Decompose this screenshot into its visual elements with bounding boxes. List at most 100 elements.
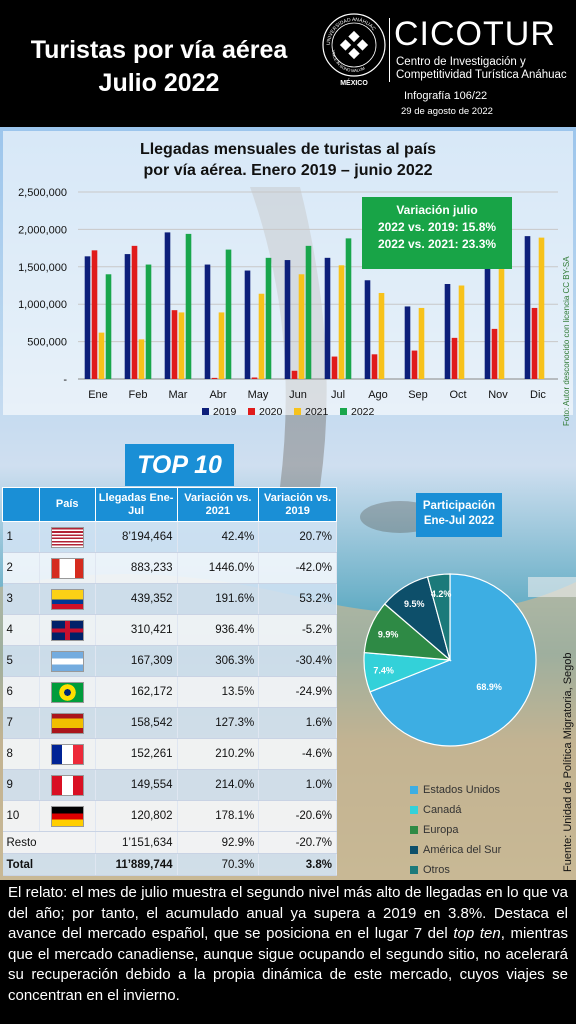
- pie-title: Participación Ene-Jul 2022: [416, 493, 502, 537]
- pie-title-line-2: Ene-Jul 2022: [423, 515, 495, 527]
- bar-2021-Feb: [138, 339, 145, 379]
- arrivals-cell: 310,421: [95, 614, 178, 646]
- flag-cell: [39, 769, 96, 801]
- bar-2020-Ago: [371, 354, 378, 379]
- var-2019-cell: 20.7%: [258, 521, 337, 553]
- bar-2021-Ago: [378, 292, 385, 379]
- table-row: 6 162,172 13.5% -24.9%: [2, 676, 337, 708]
- relato-paragraph: El relato: el mes de julio muestra el se…: [8, 883, 568, 1006]
- total-var-2021: 70.3%: [177, 853, 260, 876]
- rank-cell: 1: [2, 521, 40, 553]
- bar-2019-Abr: [204, 264, 211, 379]
- arrivals-cell: 152,261: [95, 738, 178, 770]
- table-row: 7 158,542 127.3% 1.6%: [2, 707, 337, 739]
- publication-date: 29 de agosto de 2022: [401, 106, 493, 117]
- header-arrivals: Llegadas Ene-Jul: [94, 487, 178, 522]
- rank-cell: 6: [2, 676, 40, 708]
- brand-subtitle-line-1: Centro de Investigación y: [396, 56, 526, 68]
- variation-line-1: 2022 vs. 2019: 15.8%: [377, 220, 497, 234]
- bar-2020-Jul: [331, 356, 338, 379]
- arrivals-cell: 439,352: [95, 583, 178, 615]
- var-2019-cell: -5.2%: [258, 614, 337, 646]
- rank-cell: 9: [2, 769, 40, 801]
- bar-2020-Jun: [291, 370, 298, 379]
- legend-swatch: [410, 846, 418, 854]
- bar-2020-Dic: [531, 307, 538, 379]
- flag-cell: [39, 800, 96, 832]
- flag-usa: [50, 526, 84, 548]
- flag-cell: [39, 707, 96, 739]
- header-country: País: [38, 487, 96, 522]
- bar-2021-Sep: [418, 307, 425, 379]
- svg-text:VINCE IN BONO MALUM: VINCE IN BONO MALUM: [331, 50, 366, 73]
- bar-2022-Ene: [105, 274, 112, 379]
- total-var-2019: 3.8%: [258, 853, 337, 876]
- var-2021-cell: 210.2%: [177, 738, 260, 770]
- chart-title-line-1: Llegadas mensuales de turistas al país: [139, 141, 437, 158]
- bar-2021-Mar: [178, 312, 185, 379]
- bar-2019-Sep: [404, 306, 411, 379]
- var-2019-cell: 53.2%: [258, 583, 337, 615]
- bar-2022-May: [265, 257, 272, 379]
- bar-2022-Feb: [145, 264, 152, 379]
- flag-canada: [50, 557, 84, 579]
- x-tick-label: Ago: [368, 389, 388, 401]
- var-2019-cell: 1.6%: [258, 707, 337, 739]
- rank-cell: 5: [2, 645, 40, 677]
- y-tick-label: 2,500,000: [18, 187, 67, 199]
- pie-slice-label: 4.2%: [431, 589, 452, 599]
- legend-item: Estados Unidos: [410, 780, 501, 800]
- bar-2019-Feb: [124, 254, 131, 379]
- legend-swatch: [410, 866, 418, 874]
- pie-legend: Estados Unidos Canadá Europa América del Su…: [410, 780, 501, 880]
- flag-argentina: [50, 650, 84, 672]
- bar-2019-Jun: [284, 260, 291, 379]
- var-2019-cell: 1.0%: [258, 769, 337, 801]
- arrivals-cell: 883,233: [95, 552, 178, 584]
- resto-label: Resto: [2, 831, 96, 854]
- page-title: Turistas por vía aérea Julio 2022: [0, 34, 318, 100]
- variation-box: Variación julio 2022 vs. 2019: 15.8% 202…: [362, 197, 512, 269]
- bar-2021-May: [258, 293, 265, 379]
- header-rank: [2, 487, 40, 522]
- bar-2020-Sep: [411, 350, 418, 379]
- legend-swatch-2021: [294, 408, 301, 415]
- x-tick-label: Dic: [530, 389, 546, 401]
- var-2021-cell: 42.4%: [177, 521, 260, 553]
- bar-2020-Ene: [91, 250, 98, 379]
- x-tick-label: Nov: [488, 389, 508, 401]
- infografia-number: Infografía 106/22: [404, 90, 488, 102]
- y-tick-label: 500,000: [27, 337, 67, 349]
- legend-label: Canadá: [423, 804, 462, 816]
- table-row: 4 310,421 936.4% -5.2%: [2, 614, 337, 646]
- pie-title-line-1: Participación: [422, 500, 496, 512]
- flag-colombia: [50, 588, 84, 610]
- var-2021-cell: 214.0%: [177, 769, 260, 801]
- flag-cell: [39, 645, 96, 677]
- x-tick-label: Jun: [289, 389, 307, 401]
- bar-2021-Ene: [98, 332, 105, 379]
- rank-cell: 8: [2, 738, 40, 770]
- var-2021-cell: 1446.0%: [177, 552, 260, 584]
- legend-item: Europa: [410, 820, 501, 840]
- x-tick-label: Jul: [331, 389, 345, 401]
- brand-name: CICOTUR: [394, 15, 556, 53]
- x-tick-label: Sep: [408, 389, 428, 401]
- source-credit: Fuente: Unidad de Política Migratoria, S…: [562, 652, 574, 872]
- var-2019-cell: -4.6%: [258, 738, 337, 770]
- title-line-1: Turistas por vía aérea: [30, 36, 288, 64]
- monthly-arrivals-bar-chart: 2,500,000 2,000,000 1,500,000 1,000,000 500,…: [18, 187, 558, 418]
- flag-cell: [39, 676, 96, 708]
- top10-table: País Llegadas Ene-Jul Variación vs. 2021…: [2, 487, 337, 876]
- var-2021-cell: 127.3%: [177, 707, 260, 739]
- bar-2019-May: [244, 270, 251, 379]
- legend-label-2019: 2019: [213, 406, 237, 418]
- pie-slice-0: [369, 573, 537, 747]
- bar-2019-Nov: [484, 265, 491, 379]
- bar-2021-Oct: [458, 285, 465, 379]
- var-2019-cell: -42.0%: [258, 552, 337, 584]
- x-tick-label: May: [248, 389, 269, 401]
- total-arrivals: 11’889,744: [95, 853, 178, 876]
- bar-2021-Jun: [298, 274, 305, 379]
- bar-2019-Oct: [444, 284, 451, 379]
